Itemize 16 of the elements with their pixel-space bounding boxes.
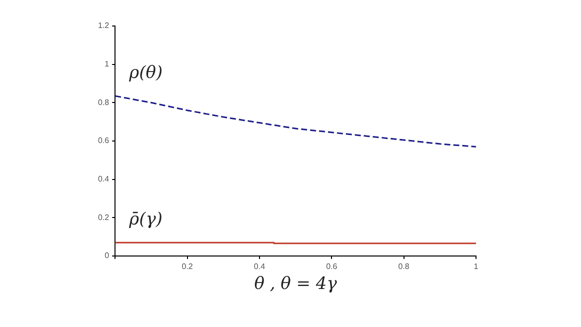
- x-tick-label: 0.4: [254, 262, 266, 272]
- x-tick-label: 0.8: [398, 262, 410, 272]
- line-series: [115, 95, 476, 148]
- x-tick-label: 1: [474, 262, 479, 272]
- x-axis-title: θ , θ = 4γ: [254, 274, 338, 294]
- x-tick-label: 0.6: [326, 262, 338, 272]
- series-label: ρ(θ): [128, 62, 163, 83]
- y-tick-label: 0.8: [98, 98, 110, 107]
- y-tick-label: 0.4: [98, 174, 110, 184]
- series-label: ρ̄(γ): [128, 210, 163, 230]
- y-tick-label: 0.2: [98, 212, 110, 222]
- y-tick-label: 1.2: [98, 21, 110, 30]
- y-tick-label: 0.6: [98, 136, 110, 146]
- y-tick-label: 1: [104, 60, 110, 69]
- x-tick-label: 0.2: [182, 262, 194, 272]
- y-tick-label: 0: [104, 251, 110, 260]
